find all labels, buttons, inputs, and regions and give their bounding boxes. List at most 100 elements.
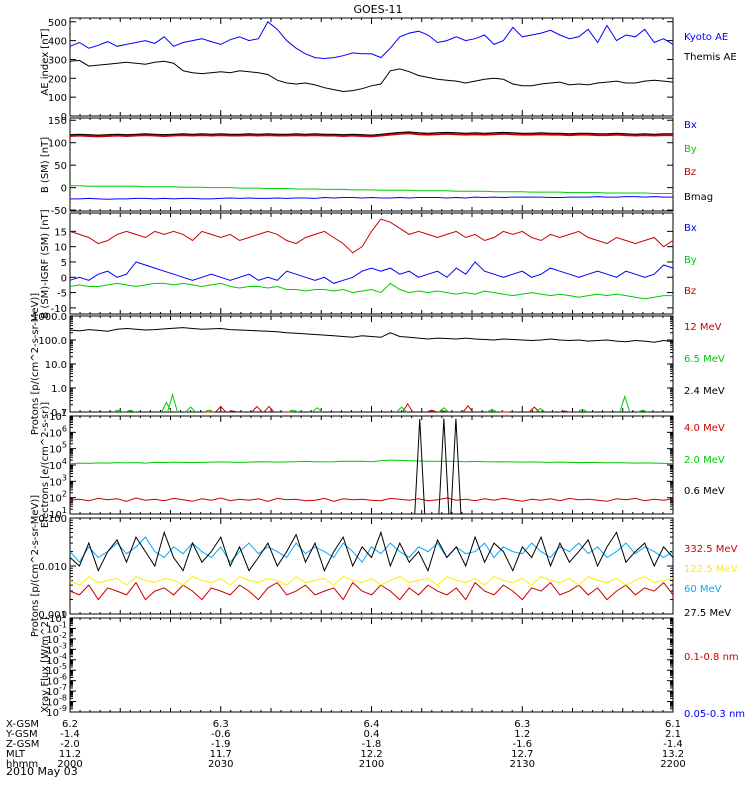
series-line-6.5-MeV [637,409,649,413]
ephemeris-row-label: Z-GSM [6,739,39,750]
x-axis-ephemeris: X-GSM 6.2 6.3 6.4 6.3 6.1 Y-GSM -1.4 -0.6 0.4 1.2 2… [5,719,686,770]
series-line-27.5-MeV [69,530,674,573]
legend-label: 0.1-0.8 nm [684,652,739,663]
series-line-12-MeV [227,410,238,413]
legend-label: 2.4 MeV [684,386,725,397]
series-line-12-MeV [528,406,540,413]
legend-label: Bx [684,120,697,131]
series-line-6.5-MeV [161,401,172,413]
y-tick-label: 10-7 [46,683,67,698]
ephemeris-value: -0.6 [211,729,231,740]
y-tick-label: 10-3 [46,641,67,656]
ephemeris-value: 2.1 [665,729,681,740]
legend-label: By [684,255,697,266]
panel-frame [69,315,674,413]
ephemeris-value: 12.7 [511,749,533,760]
plot-title: GOES-11 [353,3,402,16]
ephemeris-row-label: Y-GSM [5,729,38,740]
ephemeris-value: 6.3 [213,719,229,730]
series-line-12-MeV [559,410,570,413]
series-line-6.5-MeV [203,409,214,413]
ephemeris-value: -1.4 [663,739,683,750]
y-tick-label: 107 [49,408,67,423]
ephemeris-value: 11.7 [210,749,232,760]
series-line-0.6-MeV [450,418,462,515]
y-axis-label: Protons [p/(cm^2-s-sr-MeV)] [30,293,41,435]
y-tick-label: 103 [49,473,67,488]
legend-label: 2.0 MeV [684,455,725,466]
series-line-Bz [69,132,673,138]
ephemeris-value: 2100 [359,759,384,770]
legend-label: Kyoto AE [684,32,728,43]
legend-label: 0.05-0.3 nm [684,709,745,720]
legend-label: 6.5 MeV [684,354,725,365]
y-axis-label: Electrons [e/(cm^2-s-sr)] [40,402,51,528]
y-tick-label: 0 [61,184,67,195]
y-axis-label: B (SM)-IGRF (SM) [nT] [40,209,51,318]
y-tick-label: 10-1 [46,620,67,635]
y-tick-label: 400 [48,37,67,48]
y-tick-label: 10-9 [46,704,67,719]
legend-label: 60 MeV [684,584,722,595]
y-tick-label: 100 [48,93,67,104]
y-tick-label: 0.100 [38,514,67,525]
series-line-12-MeV [462,405,474,413]
series-line-122.5-MeV [69,575,674,586]
ephemeris-value: -1.8 [362,739,382,750]
ephemeris-value: 0.4 [364,729,380,740]
y-tick-label: 10-4 [46,652,67,667]
y-tick-label: 10-6 [46,673,67,688]
y-tick-label: 102 [49,490,67,505]
series-line-6.5-MeV [113,409,124,413]
y-tick-label: 10 [54,243,67,254]
series-line-2.0-MeV [69,459,674,465]
series-line-12-MeV [251,405,263,413]
legend-label: Bmag [684,192,713,203]
ephemeris-value: 11.2 [59,749,81,760]
ephemeris-value: 2030 [208,759,233,770]
panel-2: -50 0 50 100 150 B (SM) [nT] Bx By Bz Bmag [40,116,713,217]
ephemeris-row-label: MLT [6,749,26,760]
y-tick-label: 1000.0 [32,312,67,323]
series-line-6.5-MeV [535,407,546,413]
legend-label: 122.5 MeV [684,564,738,575]
y-tick-label: 100 [48,139,67,150]
ephemeris-value: 6.1 [665,719,681,730]
y-tick-label: 0.1 [51,408,67,419]
series-line-12-MeV [263,405,275,413]
y-tick-label: 10.0 [45,360,67,371]
ephemeris-value: 6.3 [514,719,530,730]
y-tick-label: 50 [54,161,67,172]
ephemeris-row-label: X-GSM [6,719,39,730]
series-line-6.5-MeV [577,408,588,413]
series-line-60-MeV [69,536,674,564]
ephemeris-value: 6.4 [364,719,380,730]
series-line-Bx [70,196,673,200]
y-tick-label: 15 [54,227,67,238]
y-tick-label: 500 [48,18,67,29]
series-line-Kyoto-AE [69,21,674,60]
ephemeris-value: 1.2 [514,729,530,740]
y-tick-label: 0.001 [38,610,67,621]
ephemeris-value: 12.2 [360,749,382,760]
legend-label: Bx [684,223,697,234]
series-line-6.5-MeV [486,408,498,413]
y-tick-label: 104 [49,457,67,472]
series-line-6.5-MeV [167,393,178,413]
series-line-0.6-MeV [438,418,450,515]
y-tick-label: 0 [61,273,67,284]
y-tick-label: 300 [48,55,67,66]
legend-label: Themis AE [683,52,737,63]
y-tick-label: 101 [49,506,67,521]
y-tick-label: 105 [49,441,67,456]
y-axis-label: AE index [nT] [40,28,51,95]
panel-7: 10-910-810-710-610-510-410-310-210-1100X… [40,610,745,720]
ephemeris-value: 6.2 [62,719,78,730]
y-tick-label: -50 [51,206,67,217]
y-tick-label: 10-2 [46,631,67,646]
series-line-6.5-MeV [287,409,299,413]
